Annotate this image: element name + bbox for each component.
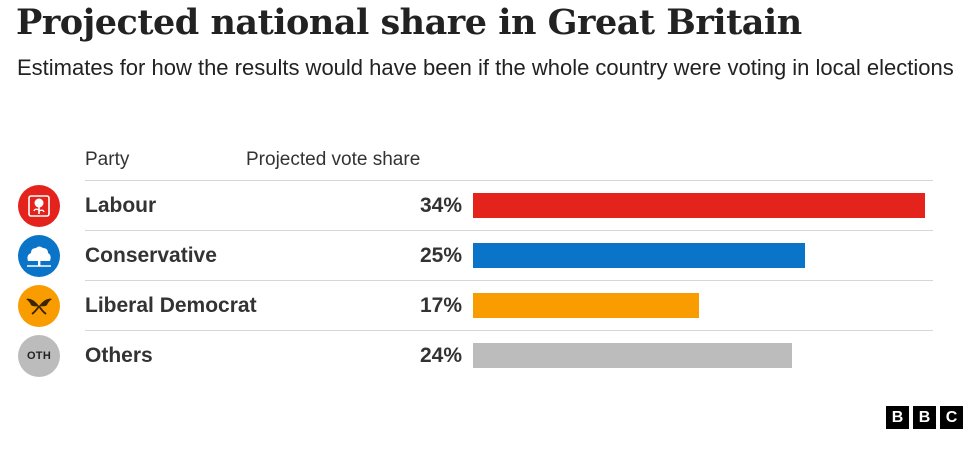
data-label: 17%	[419, 294, 462, 317]
data-label: 25%	[419, 244, 462, 267]
chart-subtitle: Estimates for how the results would have…	[17, 55, 954, 80]
row-divider	[85, 280, 933, 281]
logo-letter: B	[886, 406, 909, 429]
category-label: Others	[85, 344, 153, 367]
row-divider	[85, 230, 933, 231]
row-divider	[85, 180, 933, 181]
row-divider	[85, 330, 933, 331]
oth-badge-icon: OTH	[18, 335, 60, 377]
tree-icon	[18, 235, 60, 277]
category-label: Liberal Democrat	[85, 294, 257, 317]
bar	[473, 293, 699, 318]
chart-row: Labour 34%	[0, 181, 976, 231]
data-label: 34%	[419, 194, 462, 217]
logo-letter: C	[940, 406, 963, 429]
party-column-header: Party	[85, 149, 130, 170]
data-label: 24%	[419, 344, 462, 367]
chart-title: Projected national share in Great Britai…	[16, 2, 802, 43]
bar	[473, 243, 805, 268]
chart-row: Conservative 25%	[0, 231, 976, 281]
bar	[473, 343, 792, 368]
logo-letter: B	[913, 406, 936, 429]
bird-icon	[18, 285, 60, 327]
rose-icon	[18, 185, 60, 227]
chart-row: OTH Others 24%	[0, 331, 976, 381]
chart-row: Liberal Democrat 17%	[0, 281, 976, 331]
category-label: Conservative	[85, 244, 217, 267]
share-column-header: Projected vote share	[246, 149, 421, 170]
bbc-logo: B B C	[886, 406, 963, 429]
bar	[473, 193, 925, 218]
category-label: Labour	[85, 194, 157, 217]
badge-label: OTH	[26, 350, 52, 362]
